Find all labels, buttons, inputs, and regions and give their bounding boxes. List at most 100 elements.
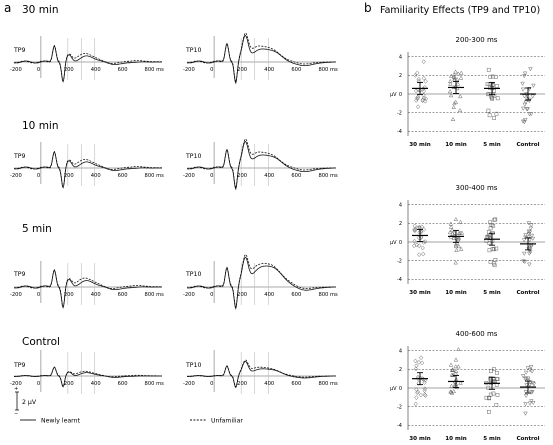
- x-category-label: 5 min: [483, 436, 501, 442]
- data-point: [522, 74, 527, 79]
- data-point: [452, 382, 457, 387]
- data-point: [527, 262, 532, 267]
- erp-panel-5min-tp9: [13, 261, 163, 309]
- x-tick-label: 400: [91, 292, 101, 298]
- channel-label-tp10: TP10: [185, 153, 201, 160]
- subplot-title: 400-600 ms: [456, 330, 498, 338]
- data-point: [447, 89, 453, 94]
- x-tick-label: -200: [10, 381, 22, 387]
- data-point: [413, 358, 418, 364]
- waveform-newly-learnt: [186, 34, 336, 85]
- y-tick-label: 2: [399, 367, 402, 373]
- data-point: [451, 72, 457, 77]
- data-point: [458, 219, 463, 224]
- data-point: [487, 396, 492, 401]
- data-point: [530, 381, 536, 386]
- data-point: [413, 88, 419, 94]
- x-category-label: 30 min: [409, 290, 430, 296]
- x-tick-label: -200: [10, 173, 22, 179]
- x-tick-label: 800 ms: [318, 173, 338, 179]
- x-tick-label: 400: [91, 381, 101, 387]
- scale-minus-sign: −: [14, 411, 18, 417]
- x-tick-label: 200: [237, 67, 247, 73]
- data-point: [495, 370, 499, 375]
- x-tick-label: 800 ms: [145, 173, 165, 179]
- x-category-label: Control: [516, 142, 539, 148]
- x-tick-label: 200: [237, 381, 247, 387]
- data-point: [453, 357, 459, 362]
- data-point: [458, 246, 464, 251]
- data-point: [495, 96, 500, 101]
- x-tick-label: 0: [210, 292, 213, 298]
- data-point: [492, 367, 496, 371]
- data-point: [486, 67, 491, 72]
- data-point: [523, 233, 528, 238]
- data-point: [453, 216, 459, 222]
- waveform-unfamiliar: [187, 138, 336, 190]
- x-tick-label: 600: [291, 292, 301, 298]
- data-point: [490, 96, 494, 100]
- panel-b-letter: b: [364, 1, 372, 15]
- data-point: [457, 107, 463, 113]
- y-tick-label: -2: [397, 258, 402, 264]
- x-tick-label: 800 ms: [145, 381, 165, 387]
- x-tick-label: 800 ms: [318, 381, 338, 387]
- x-tick-label: 200: [64, 292, 74, 298]
- x-tick-label: 800 ms: [145, 292, 165, 298]
- y-axis-label: µV: [390, 240, 397, 246]
- data-point: [412, 227, 417, 232]
- data-point: [524, 107, 530, 112]
- x-tick-label: 600: [291, 381, 301, 387]
- data-point: [527, 87, 532, 92]
- data-point: [490, 96, 495, 101]
- row-title-30min: 30 min: [22, 4, 59, 16]
- scale-bar: + − 2 µV: [14, 386, 37, 417]
- data-point: [520, 81, 525, 86]
- data-point: [529, 369, 535, 374]
- data-point: [520, 87, 526, 92]
- data-point: [422, 380, 427, 385]
- waveform-newly-learnt: [186, 140, 336, 191]
- data-point: [531, 83, 536, 88]
- data-point: [421, 227, 427, 232]
- data-point: [530, 236, 536, 241]
- data-point: [456, 236, 461, 241]
- x-tick-label: 600: [118, 292, 128, 298]
- subplot-title: 200-300 ms: [456, 36, 498, 44]
- data-point: [528, 365, 534, 370]
- data-point: [492, 247, 496, 252]
- data-point: [521, 106, 526, 111]
- data-point: [530, 94, 535, 99]
- y-axis-label: µV: [390, 386, 397, 392]
- data-point: [484, 395, 489, 400]
- data-point: [520, 119, 526, 124]
- data-point: [520, 374, 526, 379]
- data-point: [526, 221, 532, 226]
- scatter-400-600: 400-600 ms 4 2 0 -2 -4 µV 30 min 10 min 5 min Cont…: [390, 330, 545, 442]
- data-point: [414, 395, 419, 400]
- x-category-label: Control: [516, 436, 539, 442]
- x-tick-label: 600: [118, 67, 128, 73]
- data-point: [449, 73, 454, 78]
- data-point: [492, 88, 496, 93]
- data-point: [522, 71, 528, 76]
- data-point: [458, 75, 464, 80]
- data-point: [527, 401, 533, 406]
- data-point: [528, 112, 534, 117]
- waveform-newly-learnt: [13, 150, 162, 189]
- x-tick-label: 400: [264, 292, 274, 298]
- data-point: [453, 260, 458, 265]
- data-point: [523, 411, 528, 416]
- data-point: [453, 99, 458, 104]
- waveform-unfamiliar: [14, 269, 163, 308]
- data-point: [447, 229, 453, 235]
- erp-panel-10min-tp9: [13, 142, 163, 189]
- data-point: [529, 399, 534, 404]
- y-axis-label: µV: [390, 92, 397, 98]
- data-point: [524, 383, 529, 388]
- data-point: [458, 94, 463, 99]
- data-point: [422, 392, 427, 398]
- data-point: [526, 232, 532, 237]
- data-point: [449, 227, 455, 232]
